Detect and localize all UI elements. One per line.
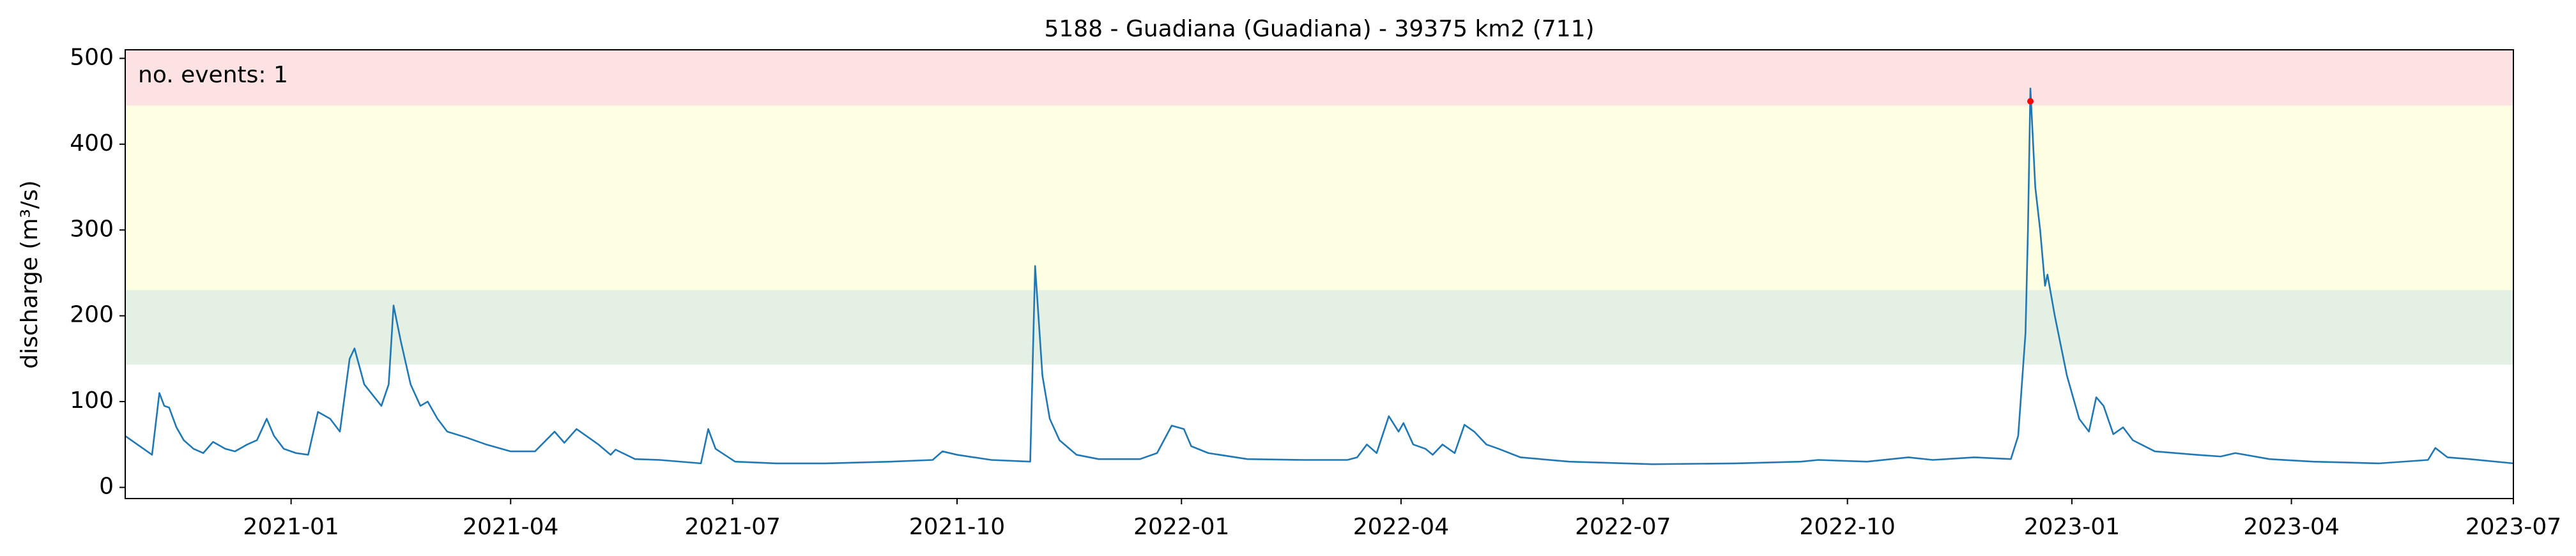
- threshold-band: [125, 50, 2513, 106]
- chart-title: 5188 - Guadiana (Guadiana) - 39375 km2 (…: [1044, 16, 1594, 42]
- x-tick-label: 2021-07: [685, 514, 781, 540]
- threshold-band: [125, 290, 2513, 365]
- y-tick-label: 400: [70, 130, 114, 156]
- x-tick-label: 2021-10: [909, 514, 1005, 540]
- event-point: [2027, 98, 2034, 105]
- x-tick-label: 2022-01: [1133, 514, 1229, 540]
- x-tick-label: 2023-04: [2243, 514, 2339, 540]
- y-axis-label: discharge (m³/s): [17, 180, 43, 368]
- x-tick-label: 2022-10: [1799, 514, 1895, 540]
- x-tick-label: 2022-07: [1575, 514, 1671, 540]
- y-tick-label: 500: [70, 44, 114, 70]
- series-line: [125, 87, 2514, 465]
- x-tick-label: 2022-04: [1353, 514, 1449, 540]
- y-tick-label: 200: [70, 302, 114, 328]
- y-tick-label: 100: [70, 387, 114, 414]
- x-tick-label: 2023-07: [2465, 514, 2561, 540]
- annotation: no. events: 1: [138, 62, 288, 88]
- y-tick-label: 0: [99, 474, 114, 500]
- plot-frame: [125, 49, 2514, 499]
- x-tick-label: 2023-01: [2024, 514, 2120, 540]
- x-tick-label: 2021-01: [243, 514, 339, 540]
- x-tick-label: 2021-04: [463, 514, 558, 540]
- threshold-band: [125, 105, 2513, 290]
- y-tick-label: 300: [70, 216, 114, 242]
